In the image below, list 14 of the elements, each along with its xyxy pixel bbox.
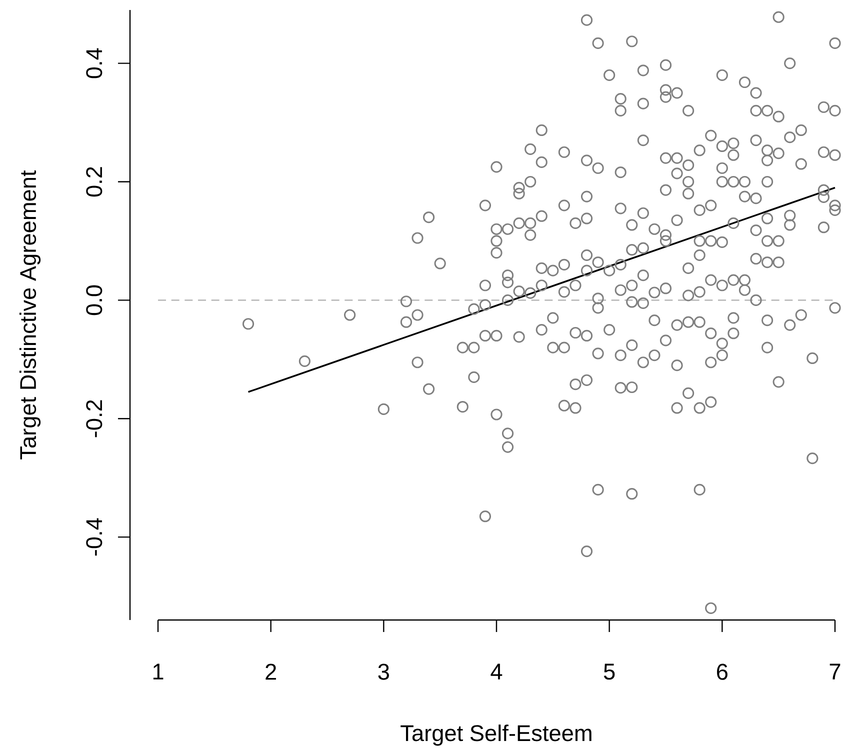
x-tick-label: 4 bbox=[490, 664, 502, 680]
y-tick-label: 0.2 bbox=[86, 167, 102, 197]
y-tick-label: 0.4 bbox=[86, 48, 102, 78]
x-tick-label: 7 bbox=[830, 664, 840, 680]
x-tick-label: 1 bbox=[153, 664, 164, 680]
y-axis-title: Target Distinctive Agreement bbox=[19, 170, 41, 460]
y-tick-label: -0.4 bbox=[86, 518, 102, 556]
x-axis-title: Target Self-Esteem bbox=[400, 724, 592, 746]
y-tick-label: 0.0 bbox=[86, 285, 102, 316]
y-tick-label: -0.2 bbox=[86, 400, 102, 438]
x-tick-label: 3 bbox=[378, 664, 389, 680]
x-tick-label: 2 bbox=[266, 664, 276, 680]
x-tick-label: 6 bbox=[717, 664, 728, 680]
x-tick-label: 5 bbox=[604, 664, 615, 680]
